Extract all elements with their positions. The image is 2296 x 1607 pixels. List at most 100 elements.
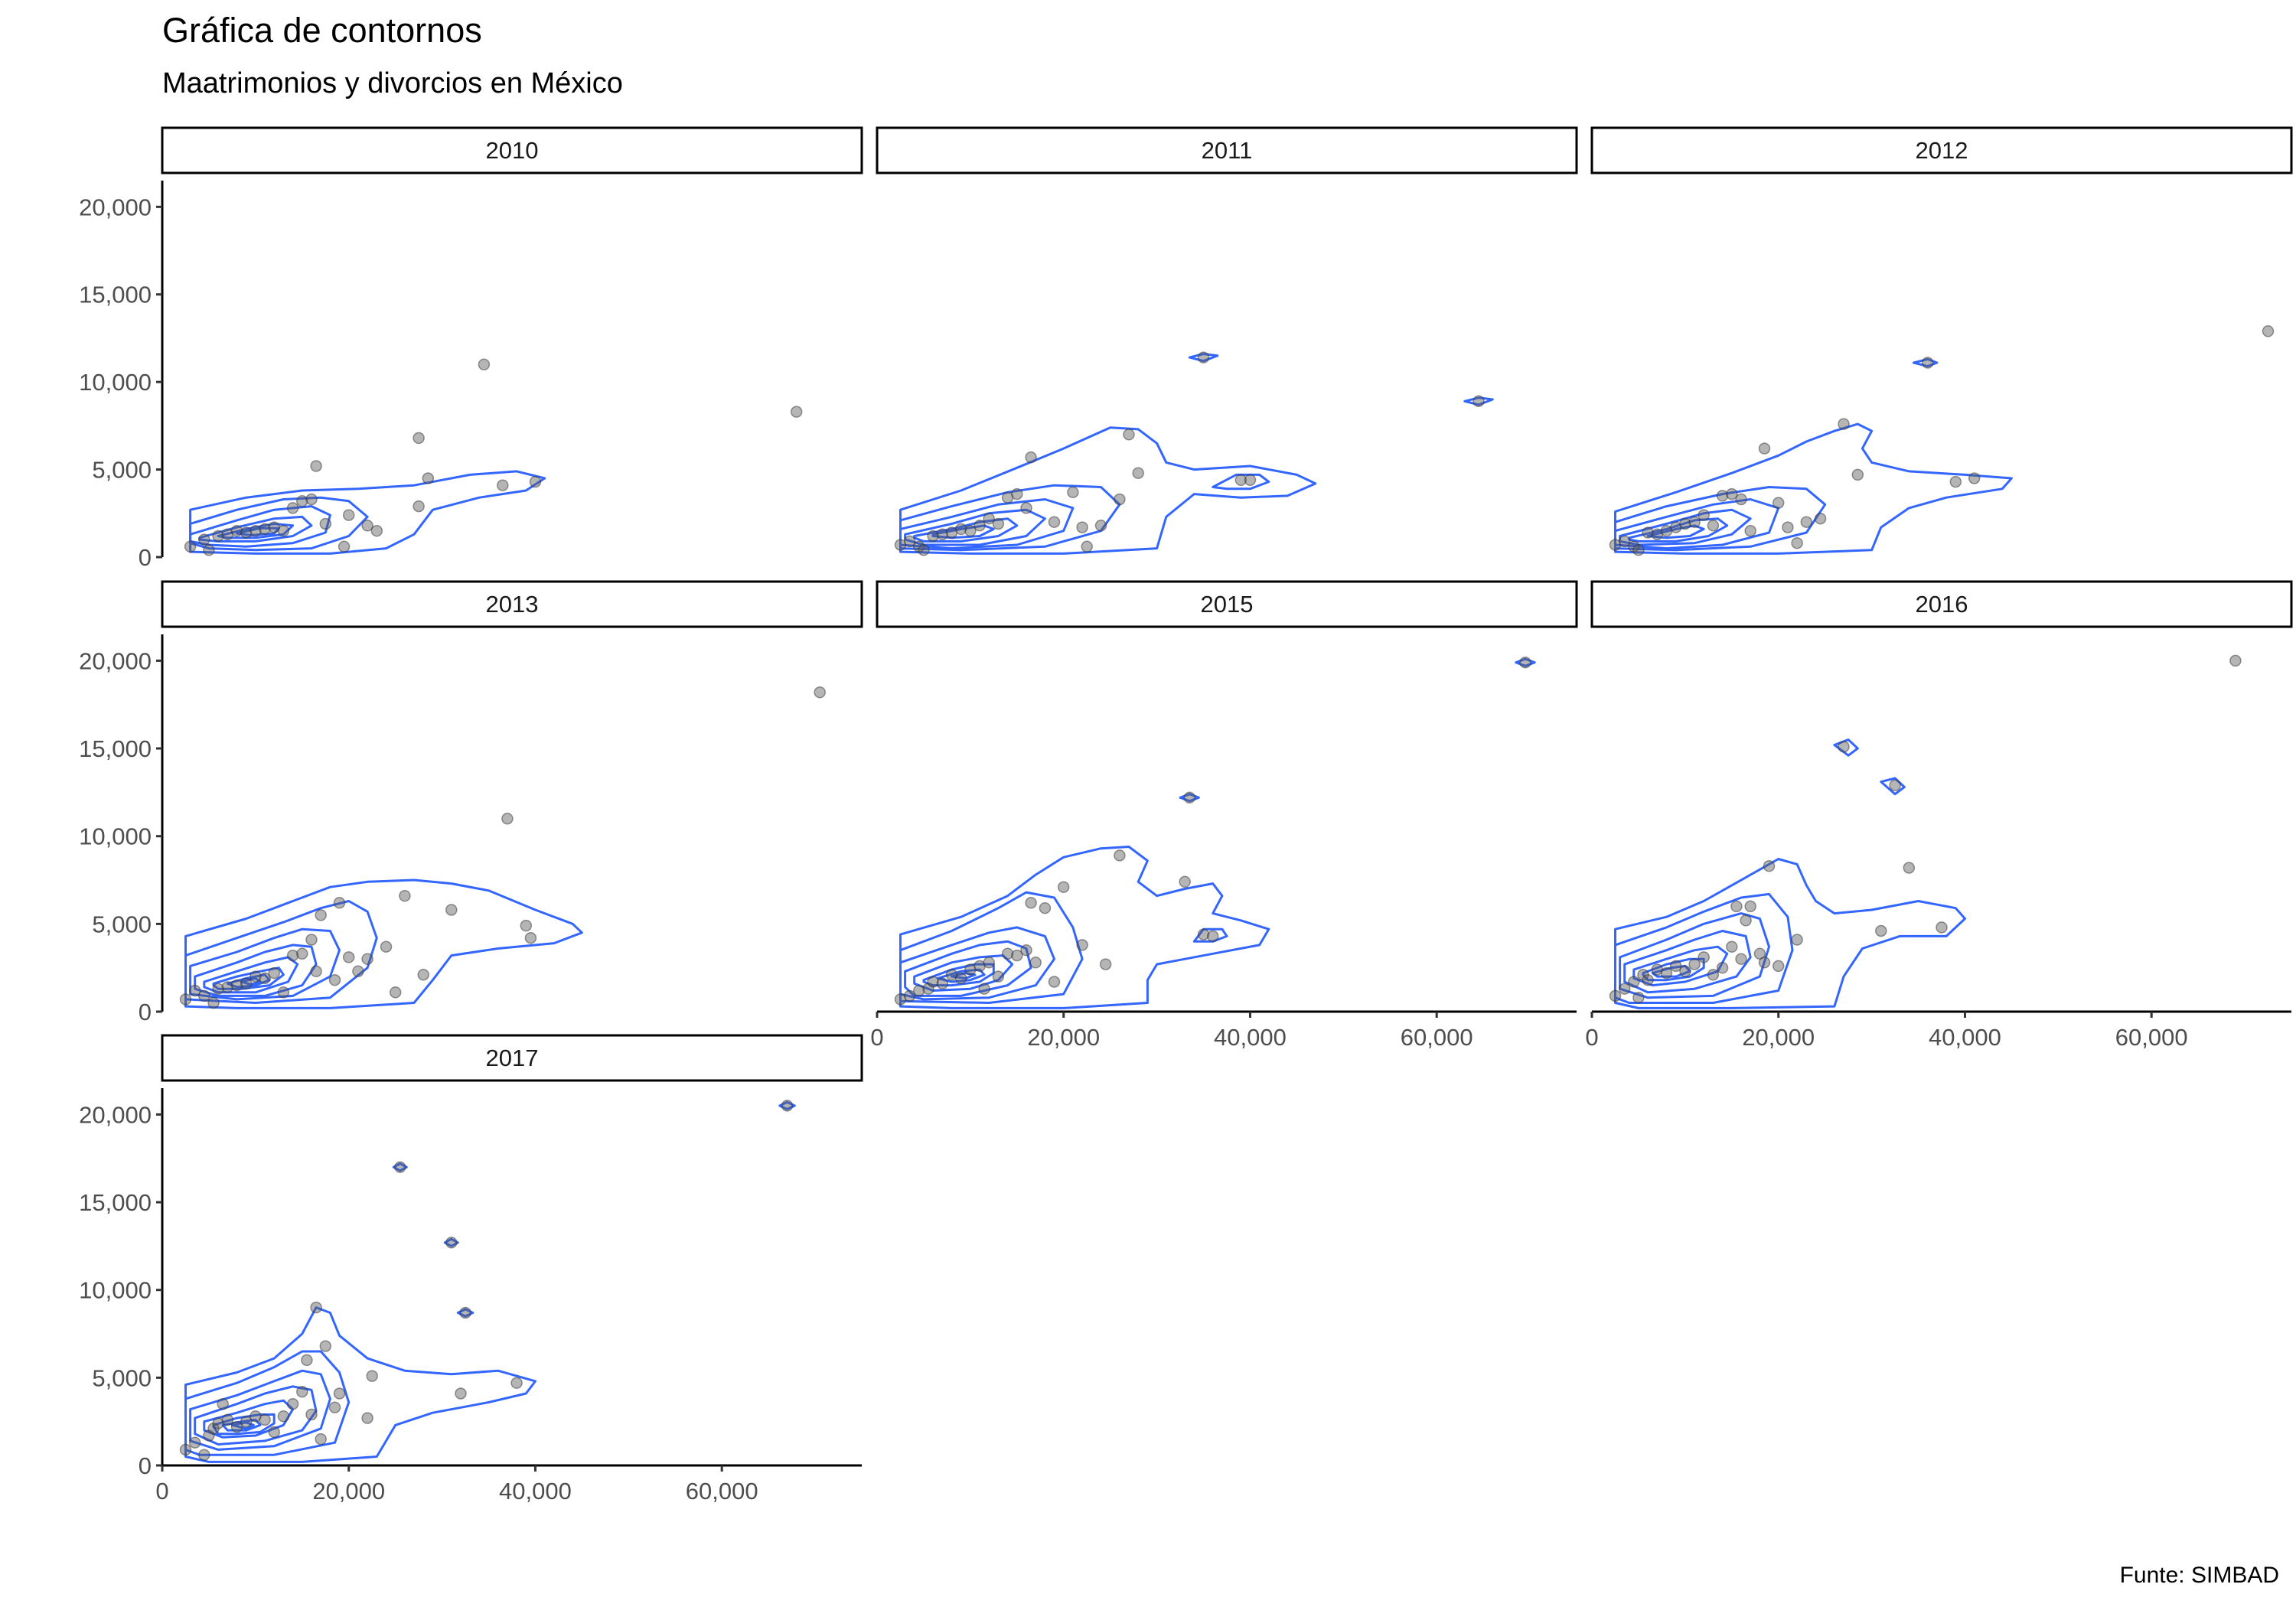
data-point bbox=[1076, 939, 1088, 951]
data-point bbox=[781, 1100, 794, 1112]
data-point bbox=[221, 1413, 234, 1426]
data-point bbox=[1744, 524, 1756, 537]
data-point bbox=[361, 953, 373, 965]
data-point bbox=[188, 984, 201, 997]
data-point bbox=[221, 981, 234, 993]
chart-subtitle: Maatrimonios y divorcios en México bbox=[162, 67, 623, 99]
data-point bbox=[1197, 928, 1210, 940]
x-tick-label: 40,000 bbox=[1214, 1024, 1287, 1051]
contour-line bbox=[904, 508, 1046, 546]
data-point bbox=[1758, 957, 1771, 969]
contour-line bbox=[1192, 927, 1228, 943]
x-tick-label: 60,000 bbox=[686, 1478, 758, 1504]
data-point bbox=[333, 897, 346, 909]
data-point bbox=[1609, 989, 1622, 1002]
data-point bbox=[380, 940, 393, 953]
facet-strip bbox=[876, 580, 1578, 628]
data-point bbox=[1851, 468, 1864, 481]
data-point bbox=[1067, 486, 1079, 499]
y-tick-label: 20,000 bbox=[79, 1101, 152, 1128]
contour-line bbox=[189, 470, 546, 555]
facet-panel-2010: 2010 0 5,000 10,000 15,000 20,000 bbox=[79, 126, 863, 571]
contour-line bbox=[936, 968, 986, 983]
data-point bbox=[1094, 520, 1107, 532]
data-point bbox=[249, 970, 262, 983]
facet-strip-label: 2013 bbox=[486, 591, 539, 618]
data-point bbox=[389, 986, 402, 999]
data-point bbox=[301, 1354, 313, 1367]
data-point bbox=[1707, 520, 1720, 532]
contour-line bbox=[1614, 892, 1794, 1004]
data-point bbox=[1057, 881, 1070, 893]
data-point bbox=[1949, 475, 1962, 488]
x-tick-label: 0 bbox=[155, 1478, 168, 1504]
data-point bbox=[927, 530, 939, 543]
y-tick-label: 10,000 bbox=[79, 1277, 152, 1304]
data-point bbox=[524, 931, 537, 944]
data-point bbox=[286, 949, 299, 962]
data-point bbox=[529, 475, 542, 488]
data-point bbox=[1076, 521, 1088, 533]
y-tick-label: 5,000 bbox=[92, 1364, 152, 1391]
facet-panel-2016: 2016 0 20,000 40,000 60,000 bbox=[1585, 580, 2293, 1051]
data-point bbox=[936, 977, 949, 990]
data-point bbox=[1758, 442, 1771, 455]
facet-strip-label: 2012 bbox=[1916, 137, 1968, 164]
data-point bbox=[296, 1385, 308, 1398]
data-point bbox=[422, 472, 435, 484]
data-point bbox=[268, 966, 280, 980]
data-point bbox=[198, 989, 210, 1002]
data-point bbox=[366, 1370, 378, 1382]
y-tick-label: 0 bbox=[139, 544, 152, 571]
contour-line bbox=[184, 1306, 536, 1463]
facet-strip bbox=[161, 126, 863, 174]
contour-line bbox=[778, 1100, 796, 1110]
data-point bbox=[417, 969, 429, 981]
contour-line bbox=[236, 526, 280, 536]
y-tick-label: 20,000 bbox=[79, 647, 152, 674]
data-point bbox=[1735, 953, 1747, 965]
data-point bbox=[1618, 983, 1631, 995]
data-point bbox=[310, 1301, 322, 1314]
contour-line bbox=[1880, 777, 1906, 796]
contour-line bbox=[1614, 498, 1780, 550]
data-point bbox=[1688, 516, 1701, 528]
data-point bbox=[978, 983, 990, 995]
contour-line bbox=[1614, 486, 1827, 552]
contour-line bbox=[184, 878, 583, 1009]
data-point bbox=[1716, 490, 1729, 502]
x-tick-label: 0 bbox=[870, 1024, 883, 1051]
plot-area bbox=[184, 358, 803, 556]
data-point bbox=[207, 996, 220, 1009]
data-point bbox=[212, 983, 224, 995]
data-point bbox=[1838, 741, 1850, 753]
y-tick-label: 15,000 bbox=[79, 1189, 152, 1216]
data-point bbox=[445, 1237, 458, 1249]
data-point bbox=[1716, 961, 1729, 974]
data-point bbox=[1772, 960, 1785, 973]
data-point bbox=[1679, 517, 1691, 530]
facet-strip-label: 2011 bbox=[1202, 137, 1253, 164]
data-point bbox=[964, 524, 977, 537]
data-point bbox=[296, 495, 308, 507]
data-point bbox=[1234, 474, 1247, 487]
data-point bbox=[1679, 965, 1691, 978]
data-point bbox=[305, 493, 318, 506]
data-point bbox=[1048, 516, 1061, 528]
plot-area bbox=[1609, 325, 2275, 556]
data-point bbox=[361, 1412, 373, 1424]
y-tick-label: 10,000 bbox=[79, 823, 152, 850]
facet-strip bbox=[161, 1034, 863, 1082]
facet-strip-label: 2010 bbox=[486, 137, 539, 164]
data-point bbox=[310, 965, 322, 978]
y-tick-label: 0 bbox=[139, 999, 152, 1025]
x-tick-label: 60,000 bbox=[2115, 1024, 2188, 1051]
contour-line bbox=[899, 426, 1317, 555]
x-tick-label: 0 bbox=[1585, 1024, 1598, 1051]
data-point bbox=[1123, 429, 1135, 441]
facet-strip bbox=[876, 126, 1578, 174]
data-point bbox=[918, 544, 930, 556]
data-point bbox=[1206, 930, 1219, 943]
data-point bbox=[497, 479, 509, 491]
